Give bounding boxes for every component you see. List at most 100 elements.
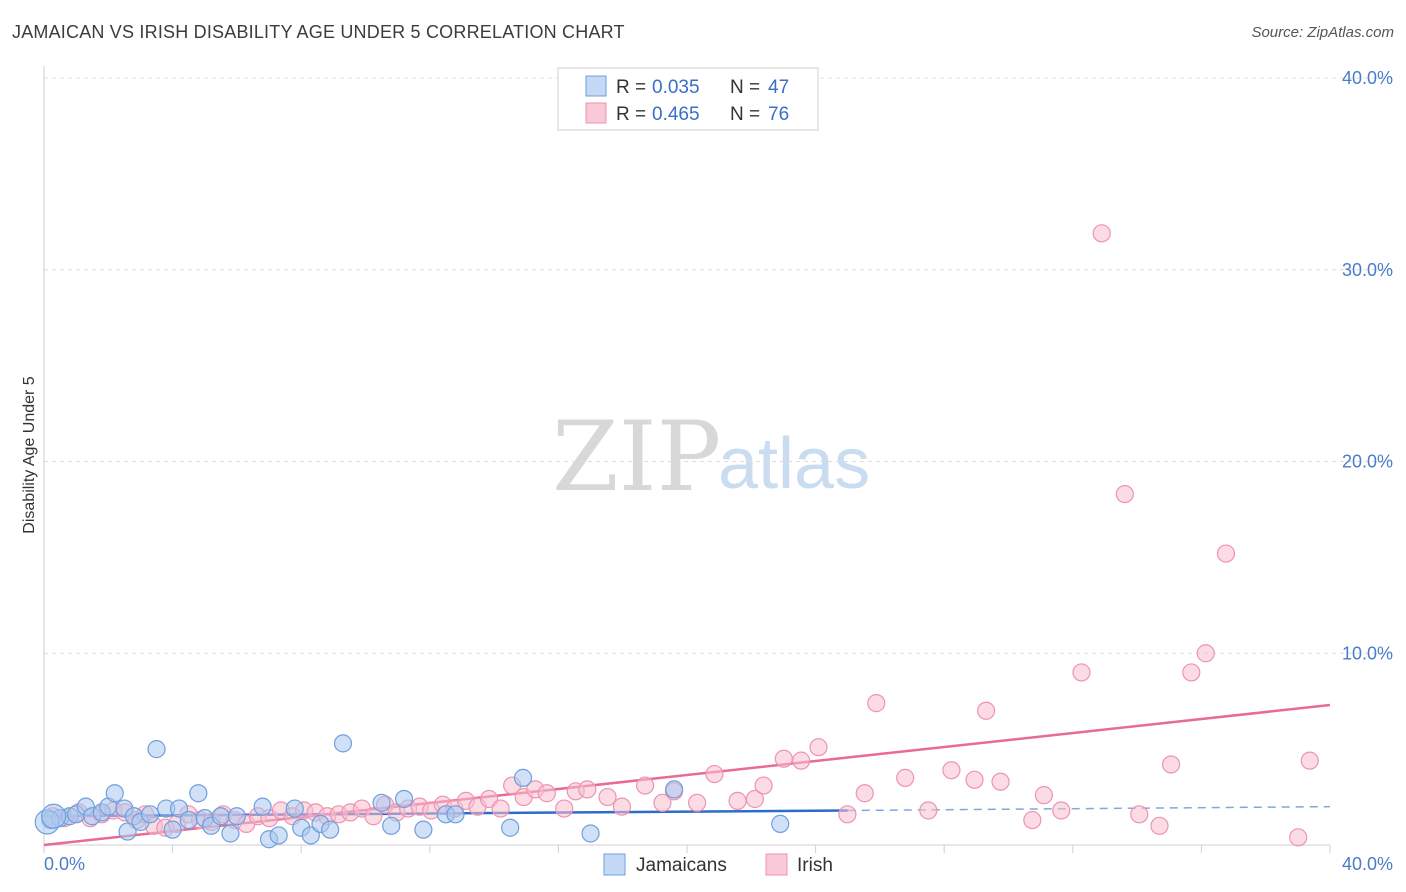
bottom-legend-swatch-jamaicans <box>603 853 626 876</box>
irish-point <box>1161 755 1181 774</box>
bottom-legend-irish: Irish <box>797 855 833 876</box>
irish-point <box>792 751 811 770</box>
irish-point <box>1115 484 1134 504</box>
jamaican-point <box>333 734 353 753</box>
legend-r-irish: 0.465 <box>652 104 700 125</box>
jamaican-point <box>227 807 246 826</box>
jamaican-point <box>771 814 790 834</box>
irish-point <box>635 776 655 795</box>
legend-r-label-jamaican: R = <box>616 77 646 98</box>
irish-point <box>774 749 793 768</box>
irish-point <box>1182 663 1201 682</box>
tick-labels: 10.0% 20.0% 30.0% 40.0% 0.0% 40.0% <box>44 68 1393 874</box>
legend-swatch-irish <box>585 102 607 124</box>
irish-point <box>809 738 828 757</box>
irish-point <box>1072 663 1091 682</box>
jamaican-point <box>581 824 600 843</box>
grid-lines <box>44 77 1392 654</box>
irish-point <box>1034 786 1054 805</box>
legend-r-jamaican: 0.035 <box>652 77 700 98</box>
series-legend: Jamaicans Irish <box>603 853 833 876</box>
bottom-legend-jamaicans: Jamaicans <box>636 855 727 876</box>
irish-point <box>728 791 747 810</box>
irish-point <box>1092 224 1111 243</box>
jamaican-points <box>34 734 790 849</box>
watermark-zip: ZIP <box>552 401 721 513</box>
jamaican-point <box>285 799 304 818</box>
irish-point <box>838 805 857 824</box>
y-tick-label: 30.0% <box>1342 260 1393 280</box>
jamaican-point <box>221 824 240 843</box>
irish-point <box>1052 801 1071 820</box>
irish-point <box>919 801 938 820</box>
irish-point <box>1216 544 1236 563</box>
irish-point <box>965 770 984 789</box>
irish-point <box>754 776 773 795</box>
x-tick-label: 40.0% <box>1342 854 1393 874</box>
jamaican-point <box>414 820 433 839</box>
jamaican-point <box>382 816 401 835</box>
jamaican-point <box>513 768 533 787</box>
legend-n-label-jamaican: N = <box>730 77 760 98</box>
jamaican-point <box>140 805 160 824</box>
irish-point <box>896 768 915 787</box>
irish-point <box>991 772 1010 791</box>
irish-point <box>1300 751 1319 770</box>
irish-point <box>1150 816 1169 835</box>
jamaican-point <box>118 822 137 841</box>
jamaican-trend-extension <box>847 805 1331 812</box>
correlation-legend: R = 0.035 N = 47 R = 0.465 N = 76 <box>557 67 819 131</box>
jamaican-point <box>211 807 230 826</box>
y-tick-label: 10.0% <box>1342 643 1393 663</box>
irish-point <box>705 764 724 784</box>
jamaican-point <box>189 784 208 803</box>
watermark-atlas: atlas <box>718 424 870 504</box>
irish-point <box>537 784 556 803</box>
irish-point <box>977 701 996 720</box>
bottom-legend-swatch-irish <box>765 853 788 876</box>
jamaican-point <box>665 780 684 799</box>
irish-point <box>555 799 574 818</box>
irish-point <box>688 793 707 812</box>
jamaican-point <box>501 818 520 837</box>
irish-point <box>364 807 383 826</box>
irish-point <box>598 787 617 807</box>
jamaican-point <box>394 789 414 809</box>
irish-point <box>1023 810 1042 830</box>
legend-n-jamaican: 47 <box>768 77 789 98</box>
x-tick-label: 0.0% <box>44 854 85 874</box>
irish-point <box>612 797 632 816</box>
y-axis-label: Disability Age Under 5 <box>21 376 38 534</box>
axes <box>43 66 1331 853</box>
jamaican-point <box>147 740 166 759</box>
source-label: Source: ZipAtlas.com <box>1251 24 1394 41</box>
irish-point <box>1289 828 1308 847</box>
chart-title: JAMAICAN VS IRISH DISABILITY AGE UNDER 5… <box>12 22 625 42</box>
y-tick-label: 40.0% <box>1342 68 1393 88</box>
irish-point <box>867 694 886 713</box>
jamaican-point <box>163 820 182 839</box>
jamaican-point <box>105 784 124 803</box>
jamaican-point <box>179 810 198 830</box>
legend-n-irish: 76 <box>768 104 789 125</box>
irish-point <box>491 799 510 818</box>
jamaican-point <box>41 803 67 829</box>
legend-r-label-irish: R = <box>616 104 646 125</box>
irish-point <box>855 784 874 803</box>
jamaican-point <box>269 826 288 845</box>
irish-point <box>653 793 672 812</box>
jamaican-point <box>253 797 272 816</box>
irish-point <box>578 780 597 799</box>
jamaican-point <box>372 793 391 812</box>
irish-point <box>1130 805 1149 824</box>
legend-swatch-jamaican <box>585 75 607 97</box>
irish-point <box>745 789 765 809</box>
jamaican-point <box>446 805 465 824</box>
legend-n-label-irish: N = <box>730 104 760 125</box>
irish-point <box>942 761 961 780</box>
irish-points <box>43 224 1319 847</box>
jamaican-point <box>321 820 340 839</box>
irish-point <box>1196 644 1215 663</box>
y-tick-label: 20.0% <box>1342 452 1393 472</box>
